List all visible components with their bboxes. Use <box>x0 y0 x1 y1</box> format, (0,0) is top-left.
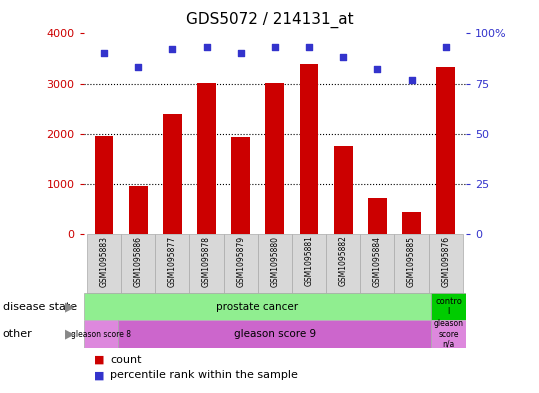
Point <box>237 50 245 57</box>
Bar <box>258 234 292 293</box>
Bar <box>368 198 387 234</box>
Text: ■: ■ <box>94 354 105 365</box>
Bar <box>402 212 421 234</box>
Text: contro
l: contro l <box>436 297 462 316</box>
Bar <box>190 234 224 293</box>
Text: prostate cancer: prostate cancer <box>217 301 299 312</box>
Text: gleason
score
n/a: gleason score n/a <box>434 319 464 349</box>
Bar <box>334 146 353 234</box>
Point <box>100 50 108 57</box>
Text: GSM1095886: GSM1095886 <box>134 235 143 286</box>
Text: percentile rank within the sample: percentile rank within the sample <box>110 370 299 380</box>
Bar <box>129 186 148 234</box>
Text: GSM1095878: GSM1095878 <box>202 235 211 286</box>
Text: GSM1095876: GSM1095876 <box>441 235 450 287</box>
Point <box>202 44 211 51</box>
Bar <box>292 234 326 293</box>
Text: GSM1095879: GSM1095879 <box>236 235 245 287</box>
Point <box>305 44 313 51</box>
Bar <box>429 234 463 293</box>
Bar <box>224 234 258 293</box>
Bar <box>87 234 121 293</box>
Bar <box>121 234 155 293</box>
Bar <box>300 64 319 234</box>
Bar <box>84 320 119 348</box>
Text: GSM1095883: GSM1095883 <box>100 235 108 286</box>
Point <box>134 64 142 71</box>
Text: GSM1095877: GSM1095877 <box>168 235 177 287</box>
Text: GSM1095885: GSM1095885 <box>407 235 416 286</box>
Text: GSM1095884: GSM1095884 <box>373 235 382 286</box>
Bar <box>437 68 455 234</box>
Text: GDS5072 / 214131_at: GDS5072 / 214131_at <box>186 12 353 28</box>
Bar <box>395 234 429 293</box>
Bar <box>431 293 466 320</box>
Point <box>339 54 348 61</box>
Bar <box>197 83 216 234</box>
Bar <box>326 234 360 293</box>
Text: ▶: ▶ <box>65 327 75 341</box>
Text: ▶: ▶ <box>65 300 75 313</box>
Bar <box>431 320 466 348</box>
Bar <box>266 83 284 234</box>
Point <box>407 76 416 83</box>
Point <box>168 46 177 53</box>
Text: count: count <box>110 354 142 365</box>
Text: GSM1095882: GSM1095882 <box>338 235 348 286</box>
Text: gleason score 9: gleason score 9 <box>234 329 316 339</box>
Text: ■: ■ <box>94 370 105 380</box>
Point <box>441 44 450 51</box>
Bar <box>360 234 395 293</box>
Text: other: other <box>3 329 32 339</box>
Point <box>373 66 382 73</box>
Point <box>271 44 279 51</box>
Bar <box>231 137 250 234</box>
Bar <box>155 234 190 293</box>
Text: disease state: disease state <box>3 301 77 312</box>
Text: GSM1095880: GSM1095880 <box>271 235 279 286</box>
Text: gleason score 8: gleason score 8 <box>71 330 131 338</box>
Bar <box>119 320 431 348</box>
Text: GSM1095881: GSM1095881 <box>305 235 314 286</box>
Bar <box>163 114 182 234</box>
Bar <box>95 136 113 234</box>
